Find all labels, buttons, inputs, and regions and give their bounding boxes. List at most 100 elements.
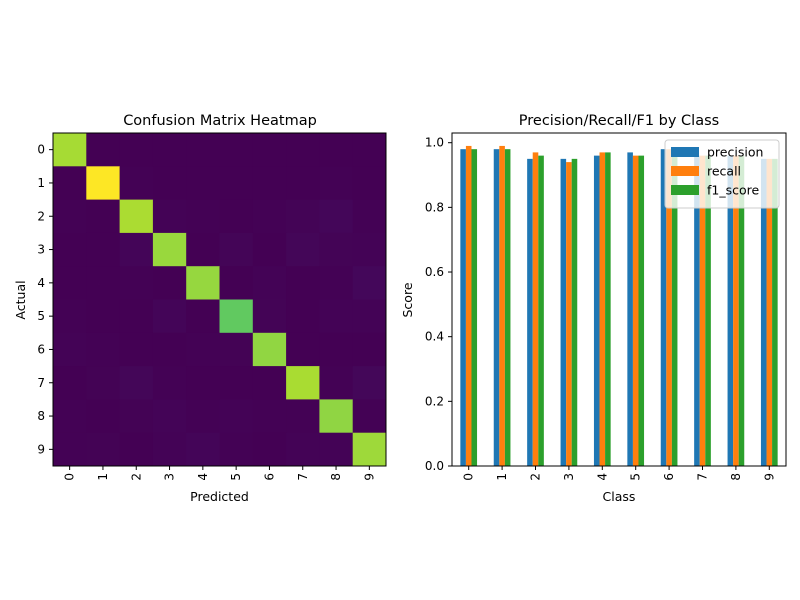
- legend-swatch-recall: [671, 166, 699, 176]
- heatmap-y-tick-label: 2: [37, 209, 45, 223]
- heatmap-x-tick-label: 5: [229, 473, 243, 481]
- bar-f1_score: [705, 155, 711, 466]
- heatmap-cell: [252, 232, 287, 267]
- bar-series: [460, 145, 778, 467]
- heatmap-cell: [119, 266, 154, 300]
- bar-precision: [660, 149, 667, 467]
- heatmap-cell: [352, 166, 387, 200]
- heatmap-cell: [352, 299, 387, 334]
- heatmap-cell: [252, 332, 287, 367]
- heatmap-cell: [186, 366, 220, 400]
- heatmap-cell: [53, 366, 87, 400]
- heatmap-cell: [53, 199, 87, 234]
- heatmap-x-tick-label: 1: [96, 473, 110, 481]
- heatmap-cell: [152, 432, 187, 467]
- heatmap-cell: [119, 133, 154, 167]
- bar-y-tick-label: 0.4: [425, 330, 444, 344]
- heatmap-cell: [319, 166, 354, 200]
- heatmap-cells: [53, 133, 387, 467]
- heatmap-cell: [219, 299, 254, 334]
- confusion-matrix-panel: Confusion Matrix Heatmap 0 1 2 3 4 5 6 7 8 9 0 1 2 3…: [13, 113, 387, 504]
- bar-f1_score: [772, 158, 778, 467]
- legend-label-recall: recall: [707, 164, 741, 179]
- heatmap-cell: [86, 199, 120, 234]
- heatmap-cell: [252, 266, 287, 300]
- legend-swatch-precision: [671, 147, 699, 157]
- heatmap-cell: [186, 266, 220, 300]
- heatmap-cell: [53, 166, 87, 200]
- heatmap-cell: [352, 332, 387, 367]
- heatmap-frame: [52, 132, 387, 467]
- heatmap-x-tick-label: 3: [163, 473, 177, 481]
- bar-recall: [499, 145, 505, 466]
- heatmap-cell: [152, 232, 187, 267]
- heatmap-cell: [152, 199, 187, 234]
- bar-precision: [527, 158, 533, 467]
- heatmap-cell: [219, 432, 254, 467]
- heatmap-cell: [53, 432, 87, 467]
- bar-x-tick-label: 3: [562, 473, 576, 481]
- heatmap-cell: [53, 332, 87, 367]
- bar-recall: [733, 155, 739, 466]
- bar-x-tick-label: 6: [662, 473, 676, 481]
- bar-y-label: Score: [400, 282, 415, 317]
- heatmap-y-tick-label: 7: [37, 376, 45, 390]
- heatmap-cell: [286, 399, 320, 434]
- heatmap-cell: [119, 232, 154, 267]
- bar-y-tick-label: 0.0: [425, 459, 444, 473]
- bar-f1_score: [738, 155, 745, 466]
- heatmap-cell: [319, 266, 354, 300]
- bar-y-tick-label: 0.8: [425, 200, 444, 214]
- heatmap-cell: [252, 432, 287, 467]
- heatmap-cell: [53, 133, 87, 167]
- heatmap-cell: [152, 399, 187, 434]
- bar-legend: precision recall f1_score: [664, 139, 780, 209]
- heatmap-y-tick-label: 6: [37, 342, 45, 356]
- heatmap-y-tick-label: 5: [37, 309, 45, 323]
- heatmap-cell: [152, 299, 187, 334]
- heatmap-x-tick-label: 6: [262, 473, 276, 481]
- heatmap-cell: [119, 299, 154, 334]
- bar-f1_score: [671, 149, 678, 467]
- heatmap-x-ticks: 0 1 2 3 4 5 6 7 8 9: [63, 466, 376, 481]
- bar-precision: [493, 149, 500, 467]
- bar-x-tick-label: 5: [629, 473, 643, 481]
- bar-x-tick-label: 1: [495, 473, 509, 481]
- heatmap-cell: [119, 432, 154, 467]
- heatmap-cell: [219, 232, 254, 267]
- heatmap-cell: [219, 199, 254, 234]
- bar-f1_score: [638, 155, 645, 466]
- bar-precision: [593, 155, 600, 466]
- bar-y-ticks: 0.0 0.2 0.4 0.6 0.8 1.0: [425, 136, 452, 473]
- heatmap-cell: [186, 199, 220, 234]
- heatmap-cell: [319, 432, 354, 467]
- heatmap-cell: [186, 332, 220, 367]
- heatmap-y-ticks: 0 1 2 3 4 5 6 7 8 9: [37, 143, 53, 456]
- heatmap-cell: [219, 133, 254, 167]
- bar-recall: [566, 162, 572, 466]
- heatmap-cell: [86, 133, 120, 167]
- heatmap-x-tick-label: 9: [362, 473, 376, 481]
- heatmap-cell: [352, 199, 387, 234]
- heatmap-cell: [286, 166, 320, 200]
- bar-recall: [465, 145, 472, 466]
- heatmap-cell: [286, 366, 320, 400]
- bar-y-tick-label: 0.2: [425, 394, 444, 408]
- heatmap-cell: [53, 266, 87, 300]
- heatmap-x-tick-label: 2: [129, 473, 143, 481]
- bar-f1_score: [471, 149, 478, 467]
- heatmap-cell: [86, 299, 120, 334]
- bar-recall: [666, 149, 672, 467]
- heatmap-cell: [252, 133, 287, 167]
- legend-label-precision: precision: [707, 145, 763, 160]
- heatmap-x-tick-label: 4: [196, 473, 210, 481]
- bar-precision: [627, 152, 633, 466]
- heatmap-cell: [352, 432, 387, 467]
- heatmap-cell: [219, 399, 254, 434]
- bar-x-tick-label: 0: [462, 473, 476, 481]
- heatmap-cell: [286, 266, 320, 300]
- heatmap-cell: [352, 366, 387, 400]
- heatmap-cell: [286, 432, 320, 467]
